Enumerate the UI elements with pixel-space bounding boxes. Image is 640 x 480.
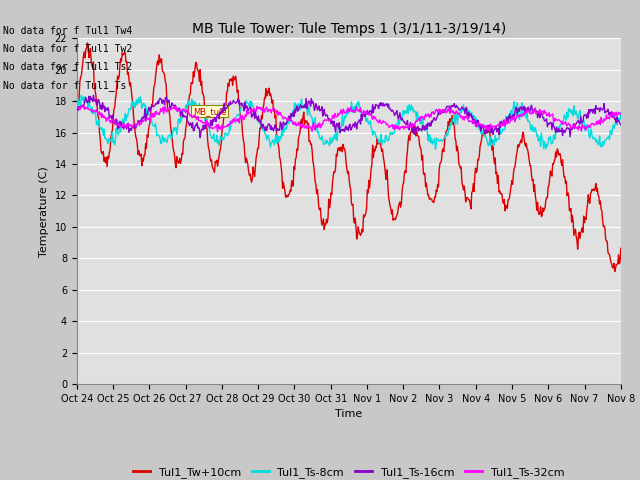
Text: No data for f Tul1_Ts: No data for f Tul1_Ts — [3, 80, 127, 91]
Text: No data for f Tul1 Tw2: No data for f Tul1 Tw2 — [3, 44, 132, 54]
Title: MB Tule Tower: Tule Temps 1 (3/1/11-3/19/14): MB Tule Tower: Tule Temps 1 (3/1/11-3/19… — [191, 22, 506, 36]
X-axis label: Time: Time — [335, 409, 362, 419]
Legend: Tul1_Tw+10cm, Tul1_Ts-8cm, Tul1_Ts-16cm, Tul1_Ts-32cm: Tul1_Tw+10cm, Tul1_Ts-8cm, Tul1_Ts-16cm,… — [129, 462, 569, 480]
Text: MB_tule: MB_tule — [193, 107, 227, 116]
Y-axis label: Temperature (C): Temperature (C) — [39, 166, 49, 257]
Text: No data for f Tul1 Tw4: No data for f Tul1 Tw4 — [3, 25, 132, 36]
Text: No data for f Tul1 Ts2: No data for f Tul1 Ts2 — [3, 62, 132, 72]
